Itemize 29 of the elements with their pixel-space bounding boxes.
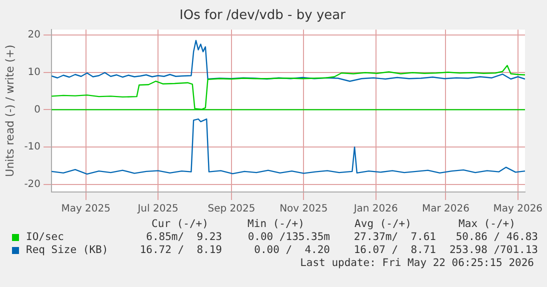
text: 0.00 /135.35m [246, 231, 330, 243]
y-axis-title: Units read (-) / write (+) [3, 44, 16, 177]
text: Last update: Fri May 22 06:25:15 2026 [299, 257, 534, 269]
y-tick-label: 10 [28, 66, 41, 78]
x-tick-label: Nov 2025 [280, 204, 328, 215]
text: 253.98 /701.13 [448, 244, 538, 256]
y-tick-label: -10 [24, 142, 41, 153]
text: 0.00 / 4.20 [253, 244, 330, 256]
text: 27.37m/ 7.61 [352, 231, 436, 243]
chart-title: IOs for /dev/vdb - by year [180, 8, 346, 24]
x-tick-label: Sep 2025 [208, 204, 256, 215]
text: Max (-/+) [458, 218, 516, 230]
text: 16.07 / 8.71 [352, 244, 436, 256]
legend-label: Req Size (KB) [26, 244, 108, 256]
x-tick-label: Jan 2026 [352, 204, 398, 215]
text: 16.72 / 8.19 [138, 244, 222, 256]
text: Cur (-/+) [150, 218, 210, 230]
y-tick-label: 20 [28, 29, 41, 40]
x-tick-label: Mar 2026 [422, 204, 470, 215]
text: 50.86 / 46.83 [454, 231, 538, 243]
x-tick-label: May 2026 [493, 204, 543, 215]
text: Avg (-/+) [354, 218, 412, 230]
text: Min (-/+) [246, 218, 306, 230]
y-tick-label: -20 [24, 179, 41, 190]
legend-label: IO/sec [26, 231, 64, 243]
x-tick-label: Jul 2025 [136, 204, 178, 215]
text: 6.85m/ 9.23 [145, 231, 222, 243]
x-tick-label: May 2025 [61, 204, 111, 215]
y-tick-label: 0 [34, 104, 41, 116]
